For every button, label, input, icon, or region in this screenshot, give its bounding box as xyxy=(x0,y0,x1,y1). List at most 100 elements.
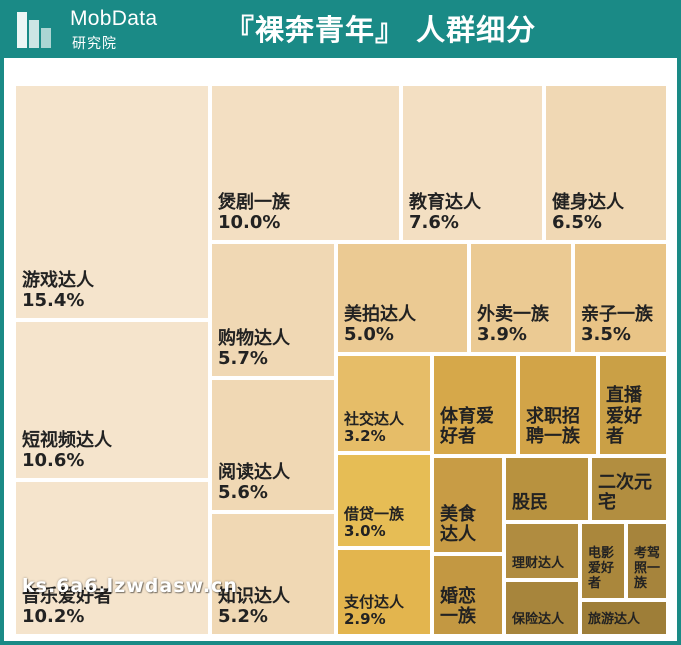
treemap-cell: 亲子一族 3.5% xyxy=(573,242,668,354)
cell-label: 借贷一族 3.0% xyxy=(344,504,405,541)
treemap-cell: 美食 达人 xyxy=(432,456,504,554)
cell-label: 美拍达人 5.0% xyxy=(344,303,416,346)
cell-name: 电影 爱好 者 xyxy=(588,546,615,592)
treemap-cell: 游戏达人 15.4% xyxy=(14,84,210,320)
cell-value: 6.5% xyxy=(552,212,602,234)
cell-label: 理财达人 xyxy=(512,556,565,572)
treemap-cell: 股民 xyxy=(504,456,590,522)
cell-name: 音乐爱好者 xyxy=(22,585,112,607)
treemap-cell: 外卖一族 3.9% xyxy=(469,242,573,354)
cell-label: 支付达人 2.9% xyxy=(344,592,405,629)
cell-value: 3.0% xyxy=(344,521,386,540)
treemap-cell: 保险达人 xyxy=(504,580,580,636)
cell-label: 煲剧一族 10.0% xyxy=(218,191,290,234)
cell-label: 股民 xyxy=(512,493,548,514)
treemap-cell: 二次元 宅 xyxy=(590,456,668,522)
cell-name: 游戏达人 xyxy=(22,269,94,291)
cell-value: 5.0% xyxy=(344,324,394,346)
cell-name: 亲子一族 xyxy=(581,303,653,325)
treemap-cell: 求职招 聘一族 xyxy=(518,354,598,456)
treemap-cell: 体育爱 好者 xyxy=(432,354,518,456)
cell-name: 直播 爱好 者 xyxy=(606,384,642,448)
cell-value: 7.6% xyxy=(409,212,459,234)
cell-name: 借贷一族 xyxy=(344,504,405,523)
cell-name: 知识达人 xyxy=(218,585,290,607)
cell-label: 教育达人 7.6% xyxy=(409,191,481,234)
cell-name: 美拍达人 xyxy=(344,303,416,325)
cell-label: 婚恋 一族 xyxy=(440,585,476,628)
cell-name: 社交达人 xyxy=(344,409,405,428)
treemap-cell: 音乐爱好者 10.2% xyxy=(14,480,210,636)
cell-value: 10.2% xyxy=(22,606,85,628)
treemap-cell: 理财达人 xyxy=(504,522,580,580)
cell-value: 5.2% xyxy=(218,606,268,628)
cell-name: 支付达人 xyxy=(344,592,405,611)
treemap-cell: 社交达人 3.2% xyxy=(336,354,432,453)
cell-value: 3.5% xyxy=(581,324,631,346)
cell-name: 考驾 照一 族 xyxy=(634,546,661,592)
chart-title: 『裸奔青年』 人群细分 xyxy=(225,13,537,47)
cell-value: 2.9% xyxy=(344,609,386,628)
cell-label: 直播 爱好 者 xyxy=(606,384,642,448)
cell-name: 煲剧一族 xyxy=(218,191,290,213)
treemap-cell: 知识达人 5.2% xyxy=(210,512,336,636)
cell-value: 15.4% xyxy=(22,290,85,312)
cell-label: 外卖一族 3.9% xyxy=(477,303,549,346)
treemap-cell: 支付达人 2.9% xyxy=(336,548,432,636)
cell-label: 旅游达人 xyxy=(588,612,641,628)
cell-name: 阅读达人 xyxy=(218,461,290,483)
cell-value: 10.0% xyxy=(218,212,281,234)
cell-label: 音乐爱好者 10.2% xyxy=(22,585,112,628)
treemap-cell: 借贷一族 3.0% xyxy=(336,453,432,548)
treemap-cell: 短视频达人 10.6% xyxy=(14,320,210,480)
cell-label: 求职招 聘一族 xyxy=(526,405,580,448)
cell-label: 健身达人 6.5% xyxy=(552,191,624,234)
cell-name: 求职招 聘一族 xyxy=(526,405,580,448)
cell-name: 外卖一族 xyxy=(477,303,549,325)
treemap-cell: 电影 爱好 者 xyxy=(580,522,626,600)
cell-value: 5.6% xyxy=(218,482,268,504)
cell-value: 10.6% xyxy=(22,450,85,472)
treemap-cell: 教育达人 7.6% xyxy=(401,84,544,242)
cell-name: 婚恋 一族 xyxy=(440,585,476,628)
cell-label: 二次元 宅 xyxy=(598,471,652,514)
cell-label: 体育爱 好者 xyxy=(440,405,494,448)
cell-label: 保险达人 xyxy=(512,612,565,628)
cell-name: 短视频达人 xyxy=(22,429,112,451)
treemap-cell: 健身达人 6.5% xyxy=(544,84,668,242)
cell-name: 理财达人 xyxy=(512,556,565,572)
header-bar: MobData 研究院 『裸奔青年』 人群细分 xyxy=(0,0,681,58)
brand-subtitle: 研究院 xyxy=(72,36,117,52)
building-bars-logo-icon xyxy=(14,8,58,52)
cell-name: 教育达人 xyxy=(409,191,481,213)
cell-label: 知识达人 5.2% xyxy=(218,585,290,628)
cell-name: 保险达人 xyxy=(512,612,565,628)
cell-value: 3.9% xyxy=(477,324,527,346)
cell-label: 短视频达人 10.6% xyxy=(22,429,112,472)
cell-label: 阅读达人 5.6% xyxy=(218,461,290,504)
cell-label: 游戏达人 15.4% xyxy=(22,269,94,312)
cell-label: 美食 达人 xyxy=(440,503,476,546)
treemap-cell: 婚恋 一族 xyxy=(432,554,504,636)
cell-label: 社交达人 3.2% xyxy=(344,409,405,446)
treemap-cell: 购物达人 5.7% xyxy=(210,242,336,378)
cell-value: 3.2% xyxy=(344,426,386,445)
cell-label: 购物达人 5.7% xyxy=(218,327,290,370)
cell-label: 考驾 照一 族 xyxy=(634,546,661,592)
treemap-cell: 阅读达人 5.6% xyxy=(210,378,336,512)
treemap-cell: 考驾 照一 族 xyxy=(626,522,668,600)
treemap-cell: 旅游达人 xyxy=(580,600,668,636)
cell-name: 旅游达人 xyxy=(588,612,641,628)
treemap-cell: 直播 爱好 者 xyxy=(598,354,668,456)
treemap-cell: 煲剧一族 10.0% xyxy=(210,84,401,242)
cell-name: 二次元 宅 xyxy=(598,471,652,514)
cell-name: 股民 xyxy=(512,492,548,514)
cell-name: 购物达人 xyxy=(218,327,290,349)
cell-name: 健身达人 xyxy=(552,191,624,213)
cell-label: 电影 爱好 者 xyxy=(588,546,615,592)
cell-value: 5.7% xyxy=(218,348,268,370)
cell-name: 体育爱 好者 xyxy=(440,405,494,448)
cell-name: 美食 达人 xyxy=(440,503,476,546)
brand-name: MobData xyxy=(70,7,158,30)
